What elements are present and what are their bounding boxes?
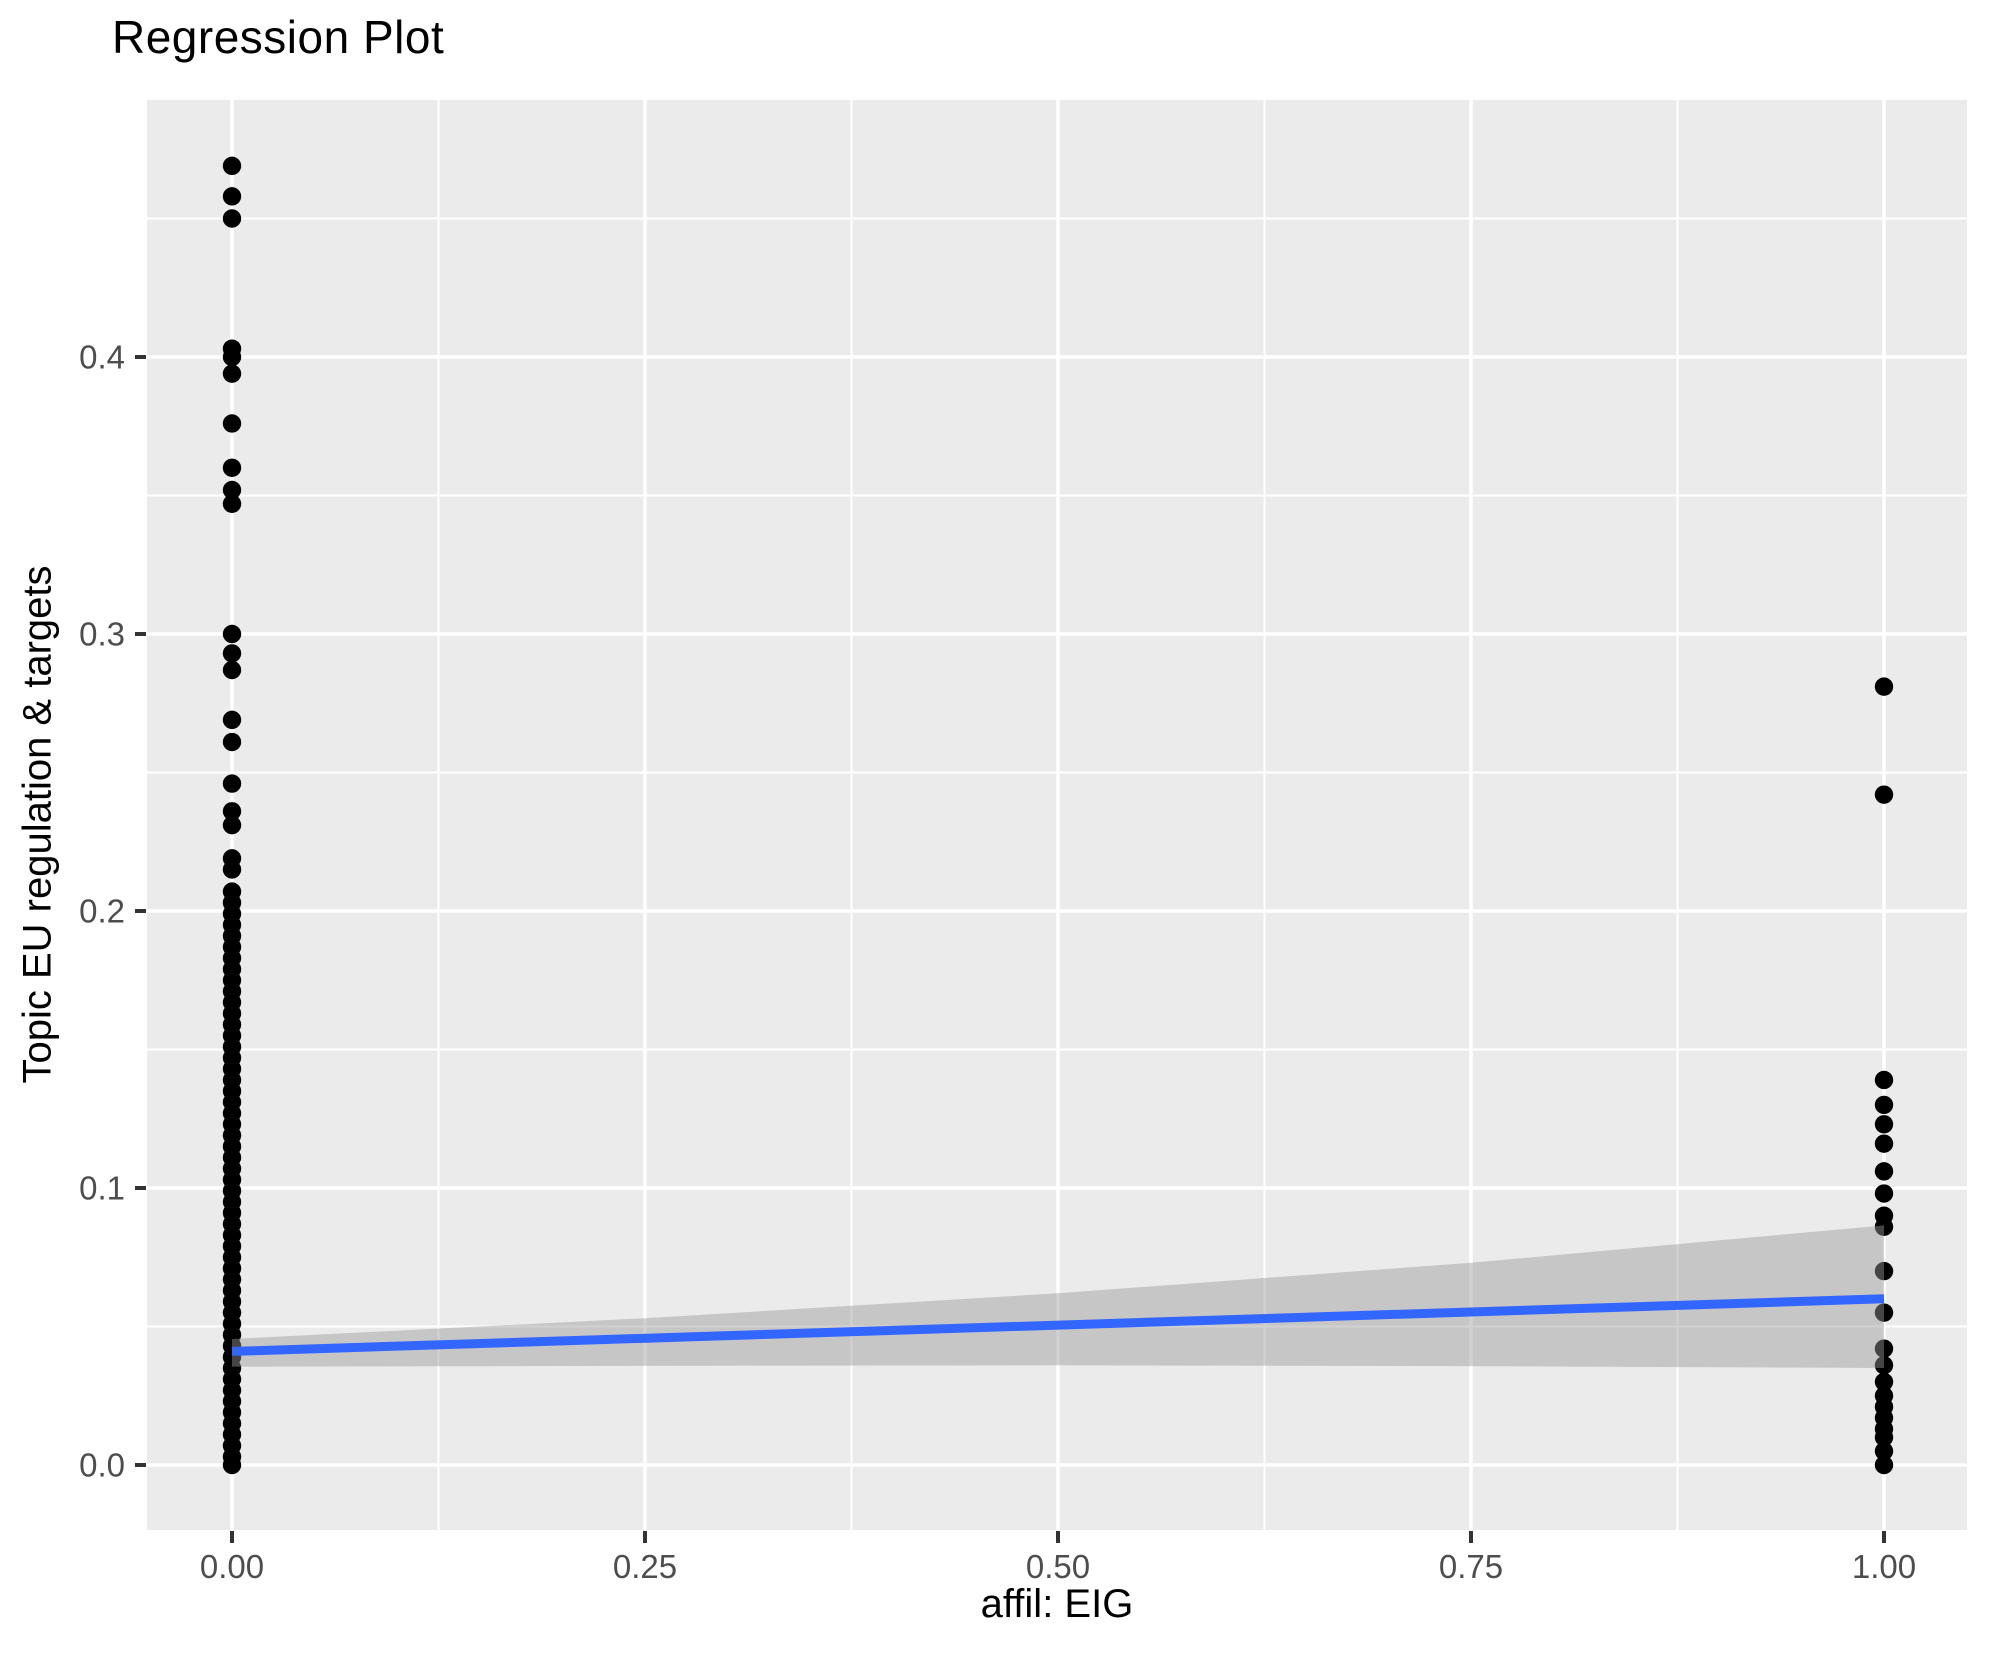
y-tick-label: 0.2 <box>79 893 125 930</box>
data-point <box>222 156 242 176</box>
data-point <box>1874 1303 1894 1322</box>
data-point <box>222 209 242 228</box>
data-point <box>1874 1261 1894 1281</box>
data-point <box>1874 785 1894 804</box>
data-point <box>1874 1428 1894 1447</box>
data-point <box>222 732 242 752</box>
data-point <box>1874 1162 1894 1181</box>
y-tick-label: 0.0 <box>79 1447 125 1484</box>
x-axis-title: affil: EIG <box>980 1582 1134 1626</box>
x-tick-label: 0.00 <box>200 1548 264 1585</box>
y-tick-label: 0.4 <box>79 339 125 376</box>
plot-title: Regression Plot <box>112 11 445 63</box>
data-point <box>222 644 242 663</box>
data-point <box>222 187 242 206</box>
data-point <box>222 710 242 730</box>
data-point <box>1874 1372 1894 1392</box>
data-point <box>1874 1115 1894 1134</box>
data-point <box>222 1455 242 1475</box>
data-point <box>1874 1095 1894 1115</box>
data-point <box>222 458 242 477</box>
data-point <box>1874 1455 1894 1475</box>
x-tick-label: 0.50 <box>1026 1548 1090 1585</box>
data-point <box>222 480 242 500</box>
data-point <box>1874 1441 1894 1461</box>
y-tick-label: 0.1 <box>79 1170 125 1207</box>
y-tick-label: 0.3 <box>79 616 125 653</box>
x-tick-label: 1.00 <box>1852 1548 1916 1585</box>
confidence-band <box>232 1225 1884 1369</box>
data-point <box>222 660 242 680</box>
data-point <box>222 347 242 367</box>
data-point <box>222 802 242 821</box>
data-point <box>222 860 242 879</box>
data-point <box>222 494 242 514</box>
data-point <box>222 414 242 433</box>
data-point <box>222 624 242 644</box>
data-point <box>1874 677 1894 696</box>
x-tick-label: 0.25 <box>613 1548 677 1585</box>
data-point <box>1874 1356 1894 1375</box>
data-point <box>222 364 242 383</box>
regression-line <box>231 1294 1885 1356</box>
data-point <box>1874 1217 1894 1236</box>
data-point <box>1874 1134 1894 1153</box>
data-point <box>1874 1184 1894 1203</box>
data-point <box>222 815 242 835</box>
data-point <box>1874 1339 1894 1358</box>
x-tick-label: 0.75 <box>1439 1548 1503 1585</box>
data-point <box>1874 1070 1894 1090</box>
data-point <box>222 774 242 793</box>
